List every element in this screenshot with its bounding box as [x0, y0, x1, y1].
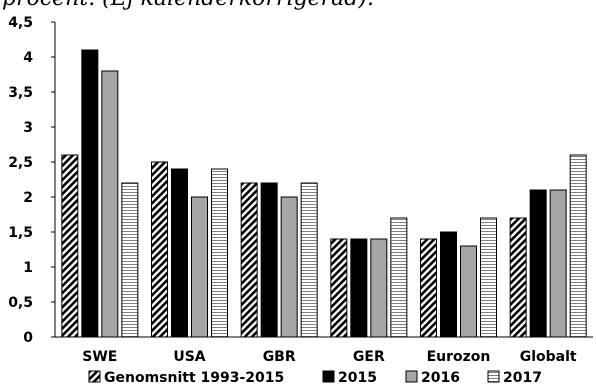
bar-eurozon-series-2: [440, 231, 457, 338]
y-tick-label: 1,5: [8, 225, 33, 241]
bar-globalt-series-4: [569, 154, 587, 338]
x-tick-label: Eurozon: [427, 349, 491, 365]
legend-label-2: 2015: [338, 370, 377, 386]
plot-area: 0 0,5 1 1,5 2 2,5 3 3,5 4 4,5 SWE USA GBR GER Eurozon G…: [8, 15, 593, 365]
bar-swe-series-1: [61, 154, 79, 338]
y-tick-label: 0: [23, 330, 33, 346]
bar-globalt-series-3: [549, 189, 567, 338]
bar-ger-series-3: [370, 238, 388, 338]
legend-label-4: 2017: [503, 370, 542, 386]
bar-globalt-series-1: [509, 217, 527, 338]
x-tick-label: GER: [353, 349, 385, 365]
bar-eurozon-series-3: [460, 245, 477, 338]
y-tick-label: 3,5: [8, 85, 33, 101]
y-tick-label: 4,5: [8, 15, 33, 31]
x-tick-label: SWE: [82, 349, 117, 365]
y-tick-label: 0,5: [8, 295, 33, 311]
x-tick-label: GBR: [263, 349, 296, 365]
bar-ger-series-1: [330, 238, 348, 338]
bar-gbr-series-2: [260, 182, 278, 338]
legend-swatch-3: [405, 370, 418, 383]
x-tick-label: Globalt: [520, 349, 577, 365]
y-tick-label: 4: [23, 50, 33, 66]
bar-globalt-series-2: [529, 189, 547, 338]
legend-swatch-4: [487, 370, 500, 383]
legend-swatch-1: [88, 370, 101, 383]
bar-ger-series-2: [350, 238, 368, 338]
bar-usa-series-1: [151, 161, 168, 338]
y-tick-label: 1: [23, 260, 33, 276]
chart-caption: procent. (Ej kalenderkorrigerad).: [2, 0, 592, 11]
bar-swe-series-2: [81, 49, 99, 338]
legend: Genomsnitt 1993-2015 2015 2016 2017: [88, 370, 542, 386]
bar-eurozon-series-4: [480, 217, 497, 338]
bar-gbr-series-3: [280, 196, 298, 338]
legend-swatch-2: [322, 370, 335, 383]
y-tick-label: 2: [23, 190, 33, 206]
bar-eurozon-series-1: [420, 238, 437, 338]
bar-gbr-series-4: [300, 182, 318, 338]
bar-usa-series-2: [171, 168, 188, 338]
legend-label-1: Genomsnitt 1993-2015: [104, 370, 284, 386]
bar-swe-series-3: [101, 70, 119, 338]
bar-usa-series-3: [191, 196, 208, 338]
x-tick-label: USA: [173, 349, 205, 365]
y-tick-label: 2,5: [8, 155, 33, 171]
bar-swe-series-4: [121, 182, 139, 338]
legend-label-3: 2016: [421, 370, 460, 386]
y-tick-label: 3: [23, 120, 33, 136]
bar-ger-series-4: [390, 217, 408, 338]
bar-usa-series-4: [211, 168, 228, 338]
bar-gbr-series-1: [240, 182, 258, 338]
